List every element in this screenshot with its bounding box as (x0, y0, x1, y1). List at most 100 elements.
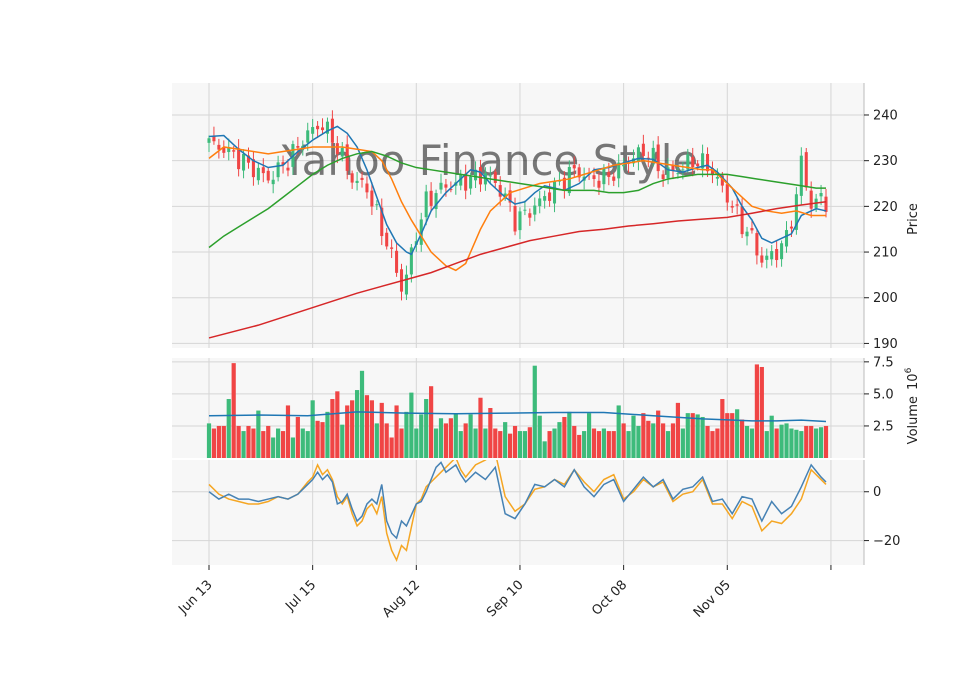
volume-marks (206, 363, 829, 458)
y-tick-label: 210 (873, 246, 898, 261)
volume-bar (374, 423, 379, 458)
volume-bar (601, 428, 606, 458)
x-tick-label: Jun 13 (175, 578, 215, 618)
volume-bar (429, 386, 434, 458)
volume-bar (725, 413, 730, 458)
candle-body (325, 121, 329, 134)
volume-bar (221, 425, 226, 458)
volume-bar (641, 413, 646, 458)
volume-bar (562, 416, 567, 458)
candle-body (409, 247, 413, 275)
volume-bar (389, 437, 394, 458)
volume-bar (231, 363, 236, 458)
volume-bar (340, 424, 345, 458)
volume-bar (443, 423, 449, 458)
oscillator-panel (172, 460, 864, 565)
candle-body (444, 184, 448, 188)
volume-bar (206, 423, 212, 458)
candle-body (696, 163, 700, 167)
oscillator-signal-line (208, 460, 827, 563)
volume-bar (670, 423, 676, 458)
candle-body (478, 167, 483, 185)
volume-bar (453, 413, 458, 458)
volume-bar (256, 410, 261, 458)
volume-bar (280, 431, 286, 458)
candle-body (350, 173, 354, 183)
volume-bar (715, 428, 720, 458)
candle-body (306, 130, 310, 143)
x-tick-label: Oct 08 (589, 578, 630, 619)
volume-bar (310, 400, 315, 458)
candle-body (464, 173, 468, 191)
volume-bar (606, 431, 611, 458)
candle-body (261, 167, 265, 174)
volume-bar (542, 441, 547, 458)
candle-body (395, 250, 399, 273)
volume-bar (241, 431, 246, 458)
volume-bar (473, 428, 478, 458)
volume-bar (320, 422, 325, 458)
volume-axis-scale: 10 (906, 373, 921, 390)
volume-bar (636, 425, 641, 458)
moving-average-line (208, 146, 826, 272)
candle-body (799, 155, 803, 196)
volume-bar (700, 416, 705, 458)
y-tick-label: 190 (873, 337, 898, 352)
x-tick-label: Sep 10 (484, 578, 527, 621)
volume-bar (720, 399, 725, 458)
candle-body (641, 143, 645, 156)
candle-body (681, 169, 685, 171)
price-panel (172, 83, 864, 348)
volume-bar (735, 409, 740, 458)
volume-bar (651, 423, 656, 458)
price-marks (207, 110, 828, 339)
candle-body (784, 230, 789, 247)
volume-bar (261, 431, 266, 458)
volume-bar (739, 419, 745, 458)
candle-body (266, 170, 270, 181)
volume-bar (507, 433, 513, 458)
candle-body (824, 196, 828, 212)
candle-body (217, 144, 221, 150)
candle-body (730, 205, 734, 208)
candle-body (311, 127, 315, 134)
volume-bar (799, 431, 804, 458)
candle-body (528, 213, 532, 218)
volume-bar (468, 414, 473, 458)
candle-body (562, 177, 566, 190)
volume-bar (685, 413, 690, 458)
candle-body (375, 204, 379, 206)
candle-body (612, 176, 616, 181)
candle-body (380, 207, 384, 237)
volume-bar (330, 399, 335, 458)
volume-bar (626, 431, 631, 458)
volume-axis-label: Volume 106 (904, 367, 921, 444)
candle-body (701, 153, 705, 169)
volume-bar (300, 428, 305, 458)
volume-bar (764, 431, 769, 458)
candle-body (676, 173, 680, 175)
volume-bar (577, 434, 582, 458)
volume-bar (532, 365, 537, 458)
volume-bar (818, 427, 824, 458)
candle-body (809, 190, 813, 209)
x-tick-label: Jul 15 (282, 578, 319, 615)
candle-body (498, 185, 502, 197)
volume-bar (517, 431, 523, 458)
candle-body (335, 143, 339, 155)
candle-body (320, 127, 325, 131)
candle-body (794, 194, 798, 230)
volume-bar (705, 425, 710, 458)
volume-bar (512, 425, 518, 458)
volume-bar (404, 411, 409, 458)
candle-body (710, 168, 715, 176)
volume-bar (784, 423, 789, 458)
candle-body (636, 147, 640, 162)
candle-body (552, 180, 557, 204)
volume-bar (246, 425, 251, 458)
volume-bar (572, 425, 577, 458)
volume-bar (414, 428, 419, 458)
volume-bar (379, 402, 384, 458)
volume-bar (675, 402, 681, 458)
